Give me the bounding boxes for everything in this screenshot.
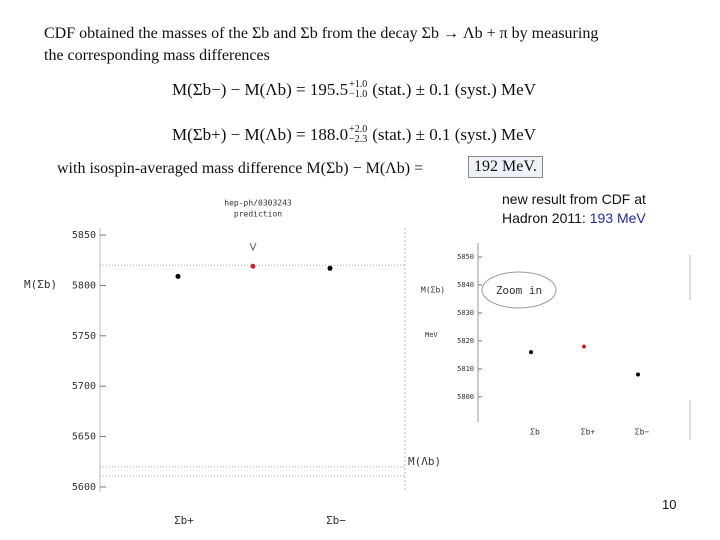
error-up: +2.0 — [349, 124, 368, 135]
data-point — [175, 273, 181, 279]
y-tick-label: 5800 — [457, 393, 474, 401]
equation: M(Σb−) − M(Λb) = 195.5 +1.0 −1.0 (stat.)… — [172, 80, 536, 100]
annotation: Zoom in — [496, 284, 542, 297]
data-point — [636, 372, 640, 377]
equation-rest: (stat.) ± 0.1 (syst.) MeV — [372, 125, 536, 144]
y-tick-label: 5850 — [72, 230, 96, 241]
prediction-label: hep-ph/0303243 — [224, 199, 292, 208]
x-tick-label: Σb− — [326, 514, 346, 527]
error-stack: +1.0 −1.0 — [349, 80, 367, 100]
y-axis-label: M(Σb) — [24, 278, 57, 291]
prediction-label: prediction — [234, 210, 282, 219]
y-tick-label: 5810 — [457, 365, 474, 373]
x-tick-label: Σb− — [635, 428, 650, 437]
average-text: with isospin-averaged mass difference M(… — [57, 160, 424, 177]
average-value: 192 MeV. — [468, 156, 543, 178]
equation-rest: (stat.) ± 0.1 (syst.) MeV — [372, 80, 536, 99]
error-down: −1.0 — [349, 89, 368, 100]
intro-line: the corresponding mass differences — [44, 47, 270, 64]
error-up: +1.0 — [349, 79, 368, 90]
y-tick-label: 5840 — [457, 281, 474, 289]
y-tick-label: 5830 — [457, 309, 474, 317]
y-axis-label: M(Σb) — [421, 286, 445, 295]
y-tick-label: 5700 — [72, 381, 96, 392]
y-tick-label: 5650 — [72, 432, 96, 443]
arrow — [249, 242, 257, 252]
data-point — [582, 344, 586, 349]
callout: new result from CDF at Hadron 2011: 193 … — [502, 190, 646, 228]
equation-lhs: M(Σb+) − M(Λb) = 188.0 — [172, 125, 349, 144]
reference-label: M(Λb) — [408, 455, 441, 468]
callout-text: Hadron 2011: — [502, 210, 586, 226]
y-tick-label: 5600 — [72, 482, 96, 493]
callout-value: 193 MeV — [589, 210, 646, 226]
x-tick-label: Σb — [530, 428, 540, 437]
data-point — [327, 265, 333, 271]
annotation-ellipse — [481, 271, 557, 309]
x-tick-label: Σb+ — [581, 428, 596, 437]
intro-line: CDF obtained the masses of the Σb and Σb… — [44, 25, 599, 42]
error-down: −2.3 — [349, 134, 368, 145]
prediction-point — [250, 263, 256, 269]
y-axis-unit: MeV — [425, 331, 438, 339]
x-tick-label: Σb+ — [174, 514, 194, 527]
page-number: 10 — [662, 497, 677, 512]
y-tick-label: 5800 — [72, 280, 96, 291]
data-point — [529, 350, 533, 355]
y-tick-label: 5750 — [72, 331, 96, 342]
y-tick-label: 5820 — [457, 337, 474, 345]
equation-lhs: M(Σb−) − M(Λb) = 195.5 — [172, 80, 349, 99]
callout-line: new result from CDF at — [502, 191, 646, 207]
callout-line: Hadron 2011: 193 MeV — [502, 209, 646, 228]
y-tick-label: 5850 — [457, 253, 474, 261]
equation: M(Σb+) − M(Λb) = 188.0 +2.0 −2.3 (stat.)… — [172, 125, 536, 145]
error-stack: +2.0 −2.3 — [349, 125, 367, 145]
